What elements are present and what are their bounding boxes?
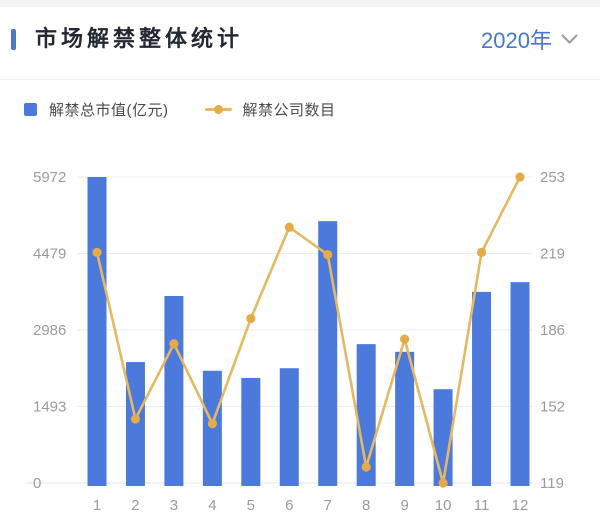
left-axis-tick: 2986	[33, 322, 66, 339]
right-axis-tick: 186	[540, 322, 565, 339]
line-point-month-10[interactable]	[438, 478, 448, 488]
x-axis-label-month-3: 3	[170, 497, 178, 514]
right-axis-tick: 152	[540, 399, 565, 416]
x-axis-label-month-2: 2	[131, 497, 139, 514]
line-point-month-3[interactable]	[169, 339, 179, 349]
line-series-swatch-icon	[204, 103, 232, 116]
header-divider	[0, 79, 600, 80]
card-header: 市场解禁整体统计 2020年	[11, 23, 578, 55]
legend-item-company-count[interactable]: 解禁公司数目	[204, 99, 336, 120]
bar-month-5[interactable]	[241, 377, 261, 486]
x-axis-label-month-1: 1	[93, 497, 101, 514]
page-title: 市场解禁整体统计	[35, 26, 244, 51]
left-axis-tick: 0	[33, 475, 41, 492]
x-axis-label-month-5: 5	[247, 497, 255, 514]
line-point-month-11[interactable]	[476, 247, 487, 257]
legend-label-company-count: 解禁公司数目	[242, 102, 336, 119]
chevron-down-icon	[561, 34, 578, 43]
right-axis-tick: 119	[540, 475, 564, 492]
line-point-month-1[interactable]	[92, 247, 102, 257]
line-point-month-6[interactable]	[284, 222, 294, 232]
bar-month-12[interactable]	[510, 282, 530, 486]
year-selector[interactable]: 2020年	[481, 23, 578, 55]
right-axis-tick: 253	[540, 169, 565, 186]
bar-series-swatch-icon	[24, 103, 37, 116]
chart-legend: 解禁总市值(亿元) 解禁公司数目	[24, 99, 600, 120]
line-point-month-7[interactable]	[323, 250, 333, 260]
left-axis-tick: 1493	[33, 399, 66, 416]
x-axis-label-month-7: 7	[324, 497, 332, 514]
year-selector-label: 2020年	[481, 28, 552, 53]
bar-month-11[interactable]	[472, 291, 492, 486]
x-axis-label-month-8: 8	[362, 497, 370, 514]
x-axis-label-month-11: 11	[474, 497, 490, 514]
line-point-month-9[interactable]	[400, 334, 410, 344]
line-point-month-8[interactable]	[361, 462, 371, 472]
right-axis-tick: 219	[540, 246, 565, 263]
x-axis-label-month-10: 10	[435, 497, 452, 514]
bar-month-2[interactable]	[125, 362, 145, 486]
x-axis-label-month-12: 12	[512, 497, 529, 514]
line-point-month-5[interactable]	[246, 313, 256, 324]
page-top-strip	[0, 0, 600, 7]
line-point-month-2[interactable]	[130, 414, 141, 424]
x-axis-label-month-6: 6	[285, 497, 293, 514]
company-count-line	[95, 175, 522, 485]
legend-item-market-value[interactable]: 解禁总市值(亿元)	[24, 99, 169, 120]
bar-month-6[interactable]	[279, 368, 299, 486]
market-unlock-stats-card: 市场解禁整体统计 2020年 解禁总市值(亿元) 解禁公司数目 5972 253 4…	[0, 26, 600, 531]
left-axis-tick: 5972	[33, 169, 66, 186]
x-axis-label-month-4: 4	[208, 497, 216, 514]
bar-month-3[interactable]	[164, 295, 184, 486]
legend-label-market-value: 解禁总市值(亿元)	[49, 102, 169, 119]
line-point-month-12[interactable]	[515, 172, 525, 182]
left-axis-tick: 4479	[33, 246, 66, 263]
line-point-month-4[interactable]	[207, 419, 217, 429]
title-accent-bar	[11, 28, 16, 50]
bar-month-9[interactable]	[395, 351, 415, 486]
x-axis-label-month-9: 9	[400, 497, 408, 514]
bar-month-1[interactable]	[87, 177, 107, 486]
bar-month-4[interactable]	[202, 370, 222, 486]
